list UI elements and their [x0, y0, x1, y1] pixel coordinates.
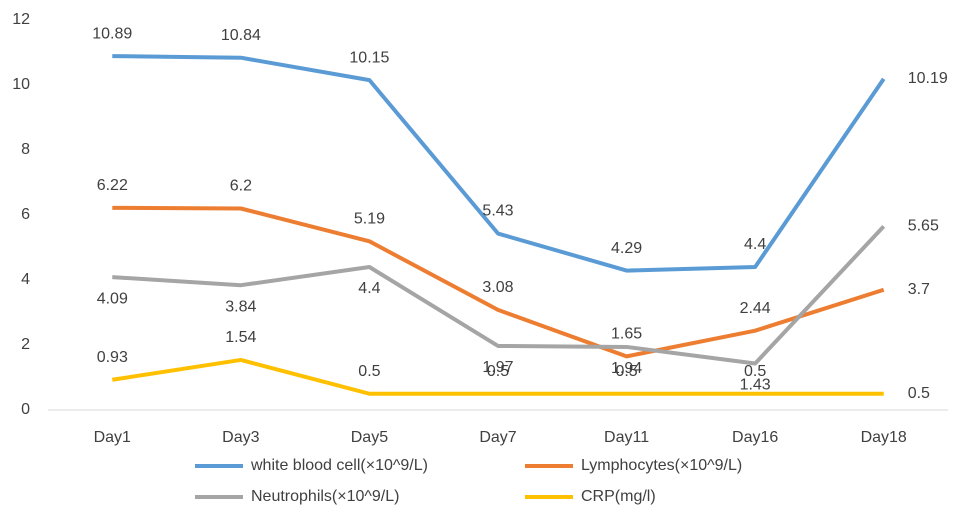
data-label: 4.4: [358, 280, 380, 297]
data-label: 10.15: [349, 49, 389, 66]
legend-label: Neutrophils(×10^9/L): [251, 488, 399, 505]
series-line: [112, 225, 886, 366]
data-label: 4.4: [744, 236, 766, 253]
data-label: 1.65: [611, 326, 642, 343]
x-tick-label: Day18: [861, 429, 907, 446]
data-label: 6.22: [97, 177, 128, 194]
data-label: 1.97: [482, 359, 513, 376]
series-line: [112, 54, 886, 273]
data-label: 5.19: [354, 211, 385, 228]
series-line: [111, 357, 884, 396]
y-tick-label: 10: [12, 76, 30, 93]
data-label: 0.5: [744, 363, 766, 380]
data-label: 0.5: [615, 363, 637, 380]
x-tick-label: Day16: [732, 429, 778, 446]
series-line: [112, 205, 885, 359]
data-label: 10.19: [908, 70, 948, 87]
data-label: 10.84: [221, 27, 261, 44]
x-tick-label: Day3: [222, 429, 259, 446]
x-tick-label: Day1: [94, 429, 131, 446]
legend-label: Lymphocytes(×10^9/L): [581, 457, 742, 474]
y-tick-label: 0: [21, 401, 30, 418]
data-label: 4.09: [97, 290, 128, 307]
data-label: 0.93: [97, 349, 128, 366]
data-label: 1.43: [740, 377, 771, 394]
x-tick-label: Day11: [604, 429, 649, 446]
legend-label: CRP(mg/l): [581, 488, 656, 505]
legend-label: white blood cell(×10^9/L): [250, 457, 428, 474]
data-label: 6.2: [230, 178, 252, 195]
data-label: 4.29: [611, 240, 642, 257]
data-label: 1.54: [225, 329, 256, 346]
y-tick-label: 2: [21, 336, 30, 353]
data-label: 5.43: [482, 203, 513, 220]
data-label: 0.5: [487, 363, 509, 380]
y-tick-label: 12: [12, 11, 30, 28]
data-label: 0.5: [908, 385, 930, 402]
data-label: 3.08: [482, 279, 513, 296]
data-label: 10.89: [92, 25, 132, 42]
x-tick-label: Day7: [479, 429, 516, 446]
data-label: 1.94: [611, 360, 642, 377]
x-tick-label: Day5: [351, 429, 388, 446]
data-label: 5.65: [908, 218, 939, 235]
data-label: 2.44: [740, 300, 771, 317]
data-label: 3.7: [908, 281, 930, 298]
y-tick-label: 6: [21, 206, 30, 223]
data-label: 3.84: [225, 298, 256, 315]
data-label: 0.5: [358, 363, 380, 380]
y-tick-label: 8: [21, 141, 30, 158]
y-tick-label: 4: [21, 271, 30, 288]
